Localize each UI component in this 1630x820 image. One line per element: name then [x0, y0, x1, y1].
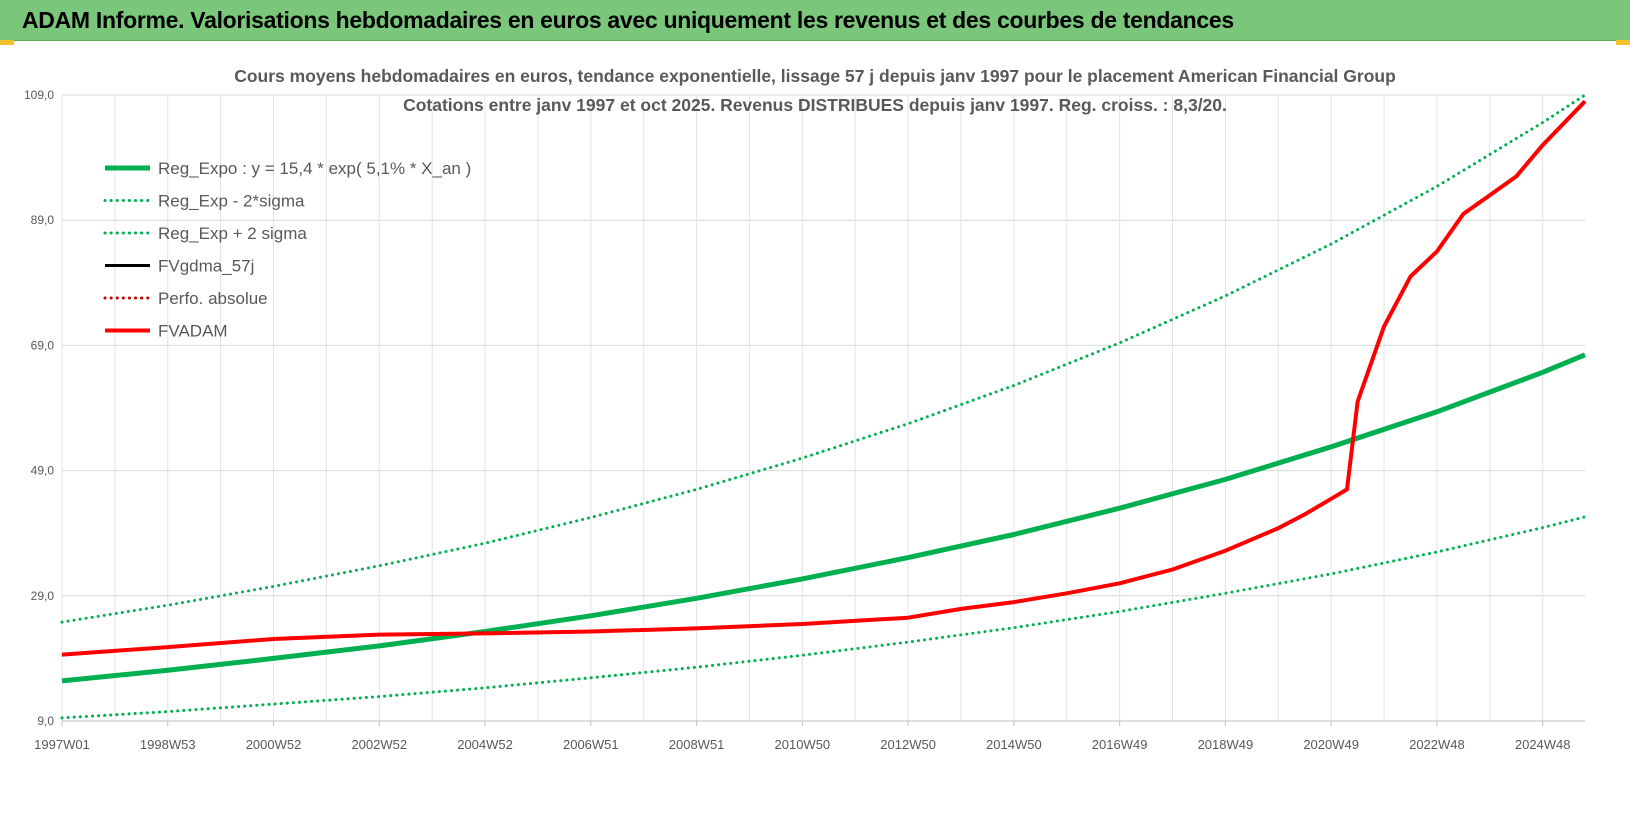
x-tick-label: 2018W49: [1198, 737, 1254, 752]
y-tick-label: 69,0: [31, 338, 55, 352]
series-line-5: [61, 99, 1587, 657]
legend-label: Reg_Exp + 2 sigma: [158, 224, 307, 243]
y-tick-label: 29,0: [31, 589, 55, 603]
y-tick-label: 109,0: [24, 88, 54, 102]
series-line-1: [60, 515, 1587, 720]
legend: Reg_Expo : y = 15,4 * exp( 5,1% * X_an )…: [103, 159, 471, 341]
page-header: ADAM Informe. Valorisations hebdomadaire…: [0, 0, 1630, 41]
corner-mark-left: [0, 40, 14, 45]
legend-label: Reg_Exp - 2*sigma: [158, 192, 305, 211]
y-tick-label: 89,0: [31, 213, 55, 227]
x-tick-label: 2006W51: [563, 737, 619, 752]
series-layer: [60, 93, 1587, 720]
series-line-2: [60, 93, 1587, 624]
x-tick-label: 2004W52: [457, 737, 513, 752]
legend-label: FVgdma_57j: [158, 257, 254, 276]
x-tick-label: 2022W48: [1409, 737, 1465, 752]
series-line-3: [61, 100, 1586, 656]
axis-layer: 9,0 29,0 49,0 69,0 89,0 109,0 1997W01 1998W53 20…: [24, 88, 1585, 752]
x-tick-label: 1997W01: [34, 737, 90, 752]
legend-label: Perfo. absolue: [158, 289, 268, 308]
x-tick-label: 2010W50: [775, 737, 831, 752]
x-tick-label: 2002W52: [351, 737, 407, 752]
chart-container: 9,0 29,0 49,0 69,0 89,0 109,0 1997W01 1998W53 20…: [0, 40, 1630, 815]
x-tick-label: 2012W50: [880, 737, 936, 752]
chart-subtitle: Cotations entre janv 1997 et oct 2025. R…: [403, 95, 1227, 115]
x-tick-label: 2020W49: [1303, 737, 1359, 752]
x-tick-label: 2024W48: [1515, 737, 1571, 752]
legend-label: FVADAM: [158, 322, 228, 341]
legend-label: Reg_Expo : y = 15,4 * exp( 5,1% * X_an ): [158, 159, 471, 178]
page-title: ADAM Informe. Valorisations hebdomadaire…: [22, 7, 1234, 33]
corner-mark-right: [1616, 40, 1630, 45]
y-tick-label: 49,0: [31, 464, 55, 478]
chart-title: Cours moyens hebdomadaires en euros, ten…: [234, 66, 1396, 86]
x-tick-label: 2000W52: [246, 737, 302, 752]
x-tick-label: 1998W53: [140, 737, 196, 752]
x-tick-label: 2016W49: [1092, 737, 1148, 752]
x-tick-label: 2008W51: [669, 737, 725, 752]
chart-svg: 9,0 29,0 49,0 69,0 89,0 109,0 1997W01 1998W53 20…: [24, 66, 1587, 752]
y-tick-label: 9,0: [37, 714, 54, 728]
x-tick-label: 2014W50: [986, 737, 1042, 752]
series-line-0: [61, 352, 1586, 684]
